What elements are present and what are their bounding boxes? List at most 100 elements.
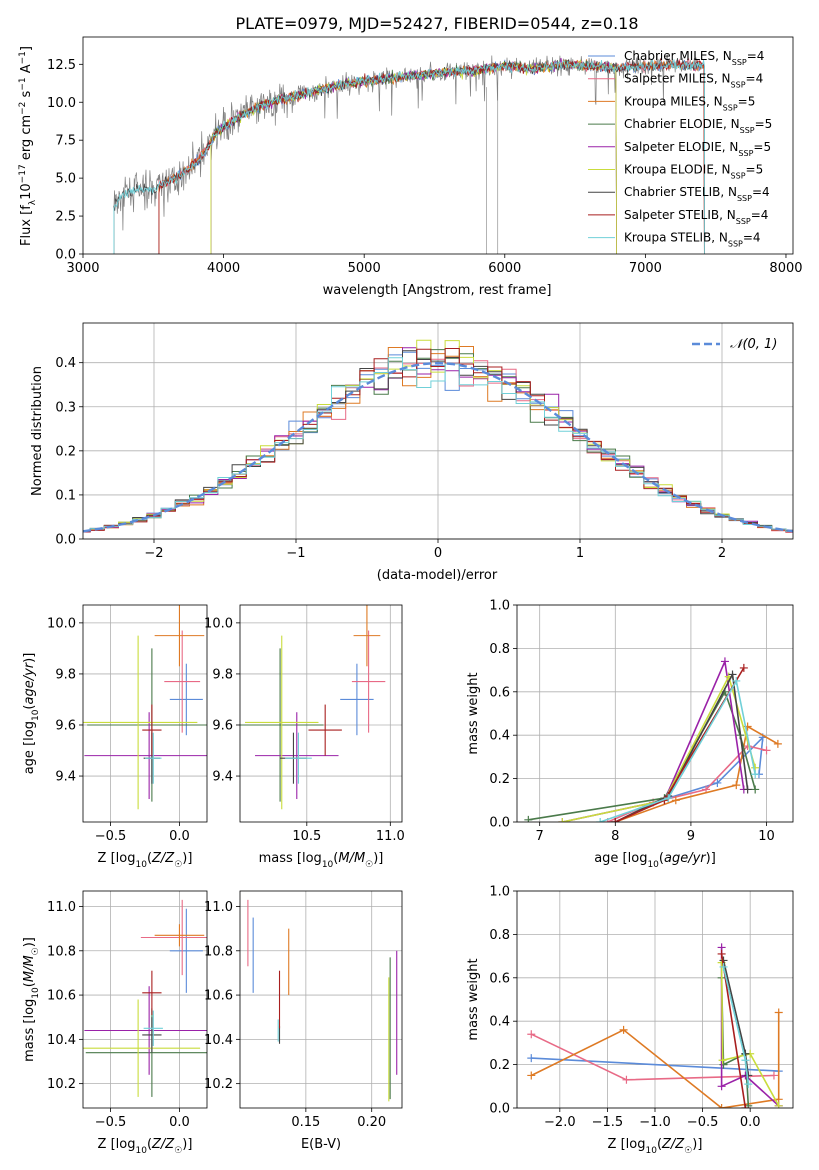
label-part: λ bbox=[28, 199, 38, 205]
x-tick-label: 8000 bbox=[769, 261, 802, 276]
label-part: ( bbox=[659, 851, 664, 866]
y-tick-label: 0.0 bbox=[489, 1102, 510, 1117]
histogram-step bbox=[83, 339, 793, 532]
axes-frame bbox=[516, 604, 794, 823]
y-tick-label: 10.4 bbox=[204, 1033, 233, 1048]
x-tick-label: 6000 bbox=[488, 261, 521, 276]
weight-line bbox=[531, 1057, 779, 1072]
model-spectrum-line bbox=[158, 58, 705, 254]
label-part: mass weight bbox=[466, 958, 481, 1040]
axes-frame bbox=[82, 322, 794, 540]
weight-marker bbox=[751, 770, 760, 779]
y-tick-label: 1.0 bbox=[489, 599, 510, 614]
x-axis-label: Z [log10(Z/Z☉)] bbox=[98, 851, 193, 870]
label-part: Normed distribution bbox=[30, 366, 45, 496]
y-tick-label: 12.5 bbox=[47, 58, 76, 73]
axes-frame bbox=[82, 604, 208, 823]
y-tick-label: 9.8 bbox=[55, 667, 76, 682]
weight-marker bbox=[720, 657, 729, 666]
weight-line bbox=[722, 966, 750, 1085]
legend-entry: Salpeter STELIB, NSSP=4 bbox=[624, 208, 768, 226]
model-spectrum-line bbox=[210, 57, 617, 254]
weight-marker bbox=[741, 1104, 750, 1108]
weight-marker bbox=[527, 1030, 536, 1039]
legend-entry: Salpeter MILES, NSSP=4 bbox=[624, 72, 763, 90]
legend-text: Kroupa MILES, N bbox=[624, 94, 723, 108]
x-axis-label: Z [log10(Z/Z☉)] bbox=[98, 1137, 193, 1156]
label-part: ] bbox=[19, 46, 34, 51]
weight-marker bbox=[728, 670, 737, 679]
x-tick-label: 2 bbox=[718, 546, 726, 561]
legend-sub: SSP bbox=[740, 126, 755, 135]
weight-line bbox=[528, 689, 756, 821]
weight-marker bbox=[741, 1056, 750, 1065]
x-tick-label: 5000 bbox=[348, 261, 381, 276]
label-part: age [log bbox=[22, 721, 37, 774]
legend-entry: Kroupa MILES, NSSP=5 bbox=[624, 94, 755, 112]
legend-sub: SSP bbox=[731, 171, 746, 180]
y-axis-label: mass [log10(M/M☉)] bbox=[22, 937, 41, 1062]
y-tick-label: 9.4 bbox=[55, 770, 76, 785]
weight-marker bbox=[713, 778, 722, 787]
x-tick-label: −0.5 bbox=[687, 1115, 719, 1130]
y-tick-label: 10.2 bbox=[47, 1077, 76, 1092]
legend-text: =5 bbox=[738, 94, 756, 108]
weight-marker bbox=[558, 818, 567, 822]
legend-text: =4 bbox=[747, 49, 765, 63]
label-part: age/yr bbox=[22, 661, 37, 704]
legend-sub: SSP bbox=[736, 216, 751, 225]
x-tick-label: 7000 bbox=[629, 261, 662, 276]
legend-sub: SSP bbox=[723, 103, 738, 112]
legend-text: Chabrier ELODIE, N bbox=[624, 117, 740, 131]
legend-sub: SSP bbox=[738, 148, 753, 157]
x-tick-label: 0.0 bbox=[740, 1115, 761, 1130]
y-tick-label: 0.6 bbox=[489, 971, 510, 986]
y-tick-label: 10.8 bbox=[204, 944, 233, 959]
panel-mass-vs-ebv: 0.15 0.20 10.2 10.4 10.6 10.8 11.0 E(B-V) bbox=[204, 890, 403, 1152]
legend-entry: Chabrier ELODIE, NSSP=5 bbox=[624, 117, 772, 135]
histogram-step bbox=[83, 357, 793, 532]
x-tick-label: 4000 bbox=[207, 261, 240, 276]
legend-text: =4 bbox=[752, 185, 770, 199]
weight-marker bbox=[717, 1082, 726, 1091]
legend-text: =5 bbox=[753, 140, 771, 154]
panel-spectrum: 3000 4000 5000 6000 7000 8000 0.0 2.5 5.0 7.5 10.0… bbox=[18, 36, 803, 298]
plot-area bbox=[527, 943, 783, 1108]
x-tick-label: −1.5 bbox=[592, 1115, 624, 1130]
label-part: ☉ bbox=[174, 1146, 182, 1156]
y-tick-label: 0.2 bbox=[489, 772, 510, 787]
y-tick-label: 0.0 bbox=[55, 533, 76, 548]
legend-text: =4 bbox=[751, 208, 769, 222]
y-tick-label: 9.6 bbox=[55, 718, 76, 733]
label-part: )] bbox=[692, 1137, 702, 1152]
label-part: 10 bbox=[31, 709, 41, 721]
weight-marker bbox=[719, 962, 728, 971]
plot-area bbox=[83, 605, 207, 810]
y-tick-label: 10.0 bbox=[47, 96, 76, 111]
weight-marker bbox=[611, 818, 620, 822]
plot-area bbox=[247, 899, 398, 1102]
x-axis-label: E(B-V) bbox=[301, 1137, 341, 1152]
y-axis-label: Normed distribution bbox=[30, 366, 45, 496]
axes-frame bbox=[516, 890, 794, 1109]
x-axis-label: (data-model)/error bbox=[377, 568, 498, 583]
plot-area bbox=[240, 605, 386, 810]
x-tick-label: −0.5 bbox=[95, 829, 127, 844]
y-tick-label: 0.8 bbox=[489, 642, 510, 657]
label-part: Z [log bbox=[98, 1137, 136, 1152]
label-part: −17 bbox=[18, 164, 28, 183]
x-tick-label: 0.0 bbox=[169, 829, 190, 844]
legend-text: Chabrier MILES, N bbox=[624, 49, 732, 63]
legend-text: Kroupa ELODIE, N bbox=[624, 163, 731, 177]
panel-age-vs-Z: −0.5 0.09.49.69.810.0Z [log10(Z/Z☉)]age [… bbox=[22, 604, 208, 870]
y-axis-label: Flux [fλ10−17 erg cm−2 s−1 A−1] bbox=[18, 46, 38, 246]
x-tick-label: −2.0 bbox=[544, 1115, 576, 1130]
weight-line bbox=[562, 674, 756, 822]
label-part: mass weight bbox=[466, 672, 481, 754]
label-part: M/M bbox=[22, 955, 37, 982]
label-part: Z [log bbox=[98, 851, 136, 866]
y-tick-label: 0.4 bbox=[489, 729, 510, 744]
x-tick-label: 0 bbox=[434, 546, 442, 561]
legend-text: =4 bbox=[746, 72, 764, 86]
legend-text: Kroupa STELIB, N bbox=[624, 231, 728, 245]
